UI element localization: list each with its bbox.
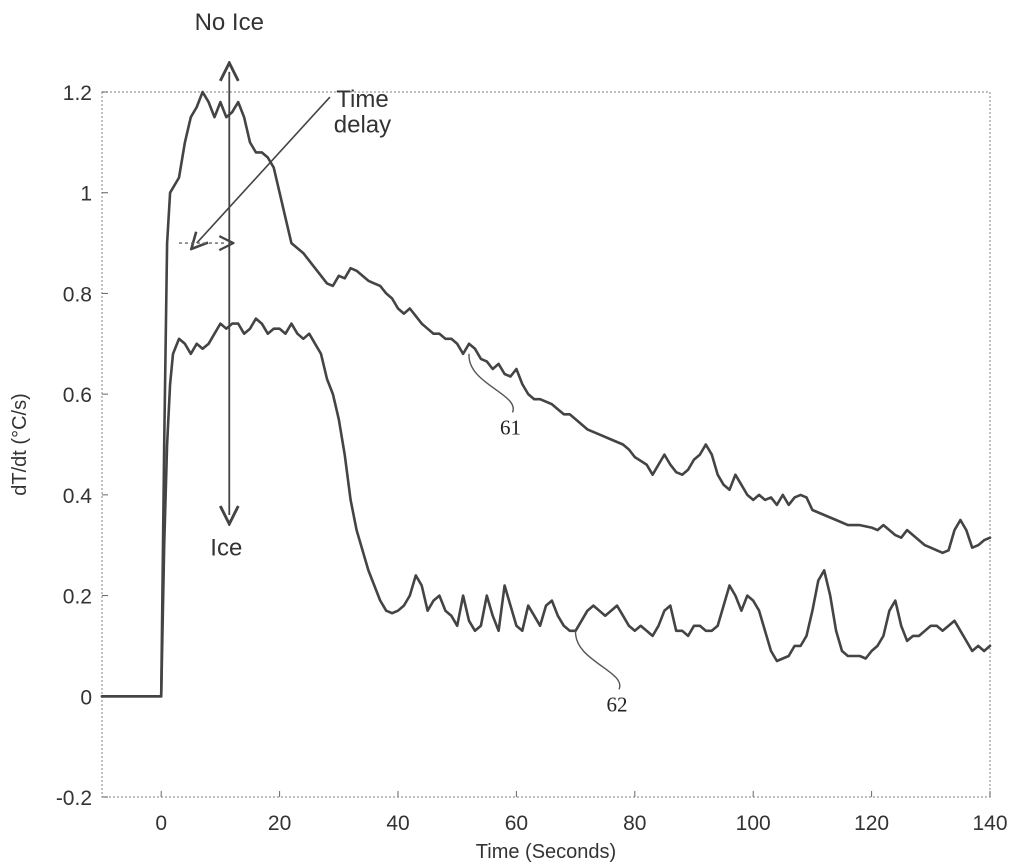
x-tick-label: 80	[623, 812, 646, 835]
series-line-61	[100, 90, 992, 698]
y-tick-label: 0.8	[63, 283, 92, 306]
x-tick-label: 60	[505, 812, 528, 835]
annotation-label: Ice	[210, 534, 242, 561]
y-tick-label: 0.4	[63, 485, 93, 508]
x-tick-label: 120	[854, 812, 889, 835]
x-axis-title: Time (Seconds)	[476, 841, 616, 863]
y-tick-label: -0.2	[56, 787, 92, 810]
series-callout-label: 62	[607, 692, 628, 716]
x-tick-label: 0	[155, 812, 167, 835]
series-layer	[100, 90, 992, 698]
y-tick-label: 0	[80, 686, 92, 709]
series-callout-leader	[468, 353, 514, 413]
plot-frame	[101, 91, 991, 798]
y-tick-label: 0.6	[63, 384, 92, 407]
time-delay-pointer-arrow	[197, 96, 331, 243]
x-tick-label: 100	[736, 812, 771, 835]
no-ice-label: No Ice	[195, 9, 264, 36]
y-tick-label: 1.2	[63, 82, 92, 105]
series-callout-label: 61	[500, 415, 521, 439]
series-callout-leader	[574, 630, 621, 690]
y-tick-label: 0.2	[63, 586, 92, 609]
x-tick-label: 20	[268, 812, 291, 835]
axis-ticks: 0 20 40 60 80 100 120 140 -0.2 0 0.2 0.4 0.6 0.8 1 1.2	[56, 82, 1008, 835]
annotation-label: delay	[334, 111, 391, 138]
x-tick-label: 40	[386, 812, 409, 835]
y-axis-title: dT/dt (°C/s)	[9, 393, 31, 495]
series-line-62	[100, 317, 992, 698]
annotation-label: Time	[336, 86, 388, 113]
x-tick-label: 140	[972, 812, 1007, 835]
y-tick-label: 1	[80, 183, 92, 206]
